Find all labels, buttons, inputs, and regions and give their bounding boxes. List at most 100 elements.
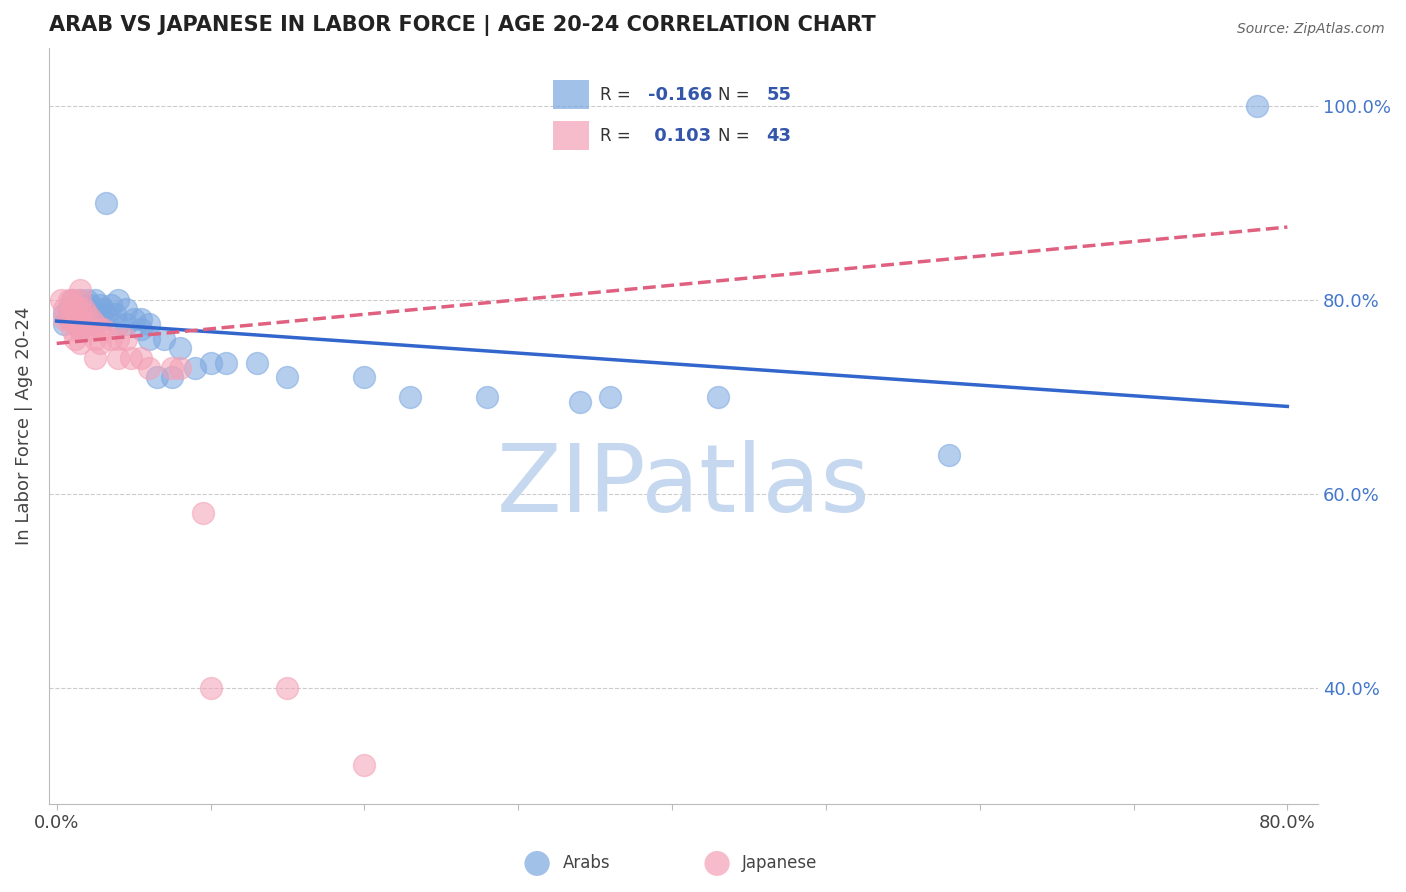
Y-axis label: In Labor Force | Age 20-24: In Labor Force | Age 20-24 (15, 307, 32, 545)
Text: Arabs: Arabs (562, 855, 610, 872)
Point (568, 394, 591, 409)
Text: Source: ZipAtlas.com: Source: ZipAtlas.com (1237, 22, 1385, 37)
Point (53, 317, 76, 331)
Point (69, 302, 91, 317)
Point (115, 317, 138, 331)
Point (53, 302, 76, 317)
Point (76, 293, 98, 307)
Point (53, 312, 76, 326)
Point (51, 293, 73, 307)
Point (276, 370, 298, 384)
Point (477, 390, 499, 404)
Point (89, 307, 111, 321)
Point (60, 293, 83, 307)
Point (73, 298, 96, 312)
Point (76, 307, 98, 321)
Point (84, 293, 107, 307)
Point (89, 322, 111, 336)
Text: N =: N = (718, 127, 749, 145)
Point (69, 312, 91, 326)
Point (69, 322, 91, 336)
Point (138, 332, 160, 346)
FancyBboxPatch shape (553, 80, 589, 109)
Point (184, 360, 207, 375)
Point (76, 310, 98, 325)
Point (138, 317, 160, 331)
Point (120, 351, 142, 365)
Point (122, 312, 145, 326)
Text: R =: R = (600, 86, 631, 103)
Point (129, 322, 152, 336)
Point (200, 356, 222, 370)
Point (63, 317, 86, 331)
Point (73, 317, 96, 331)
Point (60, 293, 83, 307)
Point (76, 322, 98, 336)
Point (104, 307, 127, 321)
Point (215, 356, 238, 370)
Point (115, 302, 138, 317)
Point (79, 317, 101, 331)
Point (84, 332, 107, 346)
Point (63, 332, 86, 346)
Point (63, 307, 86, 321)
Text: -0.166: -0.166 (648, 86, 713, 103)
Text: ZIPatlas: ZIPatlas (496, 441, 870, 533)
Point (58, 302, 80, 317)
Point (79, 307, 101, 321)
Point (60, 322, 83, 336)
Point (353, 758, 375, 772)
Text: 43: 43 (766, 127, 792, 145)
Point (89, 336, 111, 351)
Point (60, 302, 83, 317)
Point (138, 360, 160, 375)
Point (69, 302, 91, 317)
Point (69, 293, 91, 307)
Text: R =: R = (600, 127, 631, 145)
Point (91, 312, 114, 326)
Point (191, 506, 214, 520)
Point (129, 312, 152, 326)
Point (115, 332, 138, 346)
Text: Japanese: Japanese (742, 855, 818, 872)
Point (353, 370, 375, 384)
Text: ARAB VS JAPANESE IN LABOR FORCE | AGE 20-24 CORRELATION CHART: ARAB VS JAPANESE IN LABOR FORCE | AGE 20… (49, 15, 876, 36)
Point (399, 390, 422, 404)
Point (79, 312, 101, 326)
Point (107, 351, 129, 365)
Point (63, 307, 86, 321)
Point (53, 307, 76, 321)
Point (69, 312, 91, 326)
FancyBboxPatch shape (553, 121, 589, 150)
Point (91, 302, 114, 317)
Point (169, 341, 191, 355)
Point (84, 317, 107, 331)
Point (145, 370, 167, 384)
Point (169, 360, 191, 375)
Point (107, 317, 129, 331)
Point (76, 302, 98, 317)
Text: N =: N = (718, 86, 749, 103)
Point (246, 356, 269, 370)
Point (73, 317, 96, 331)
Point (84, 307, 107, 321)
Point (69, 293, 91, 307)
Point (94, 307, 117, 321)
Point (69, 283, 91, 297)
Point (100, 298, 122, 312)
Point (60, 312, 83, 326)
Text: 55: 55 (766, 86, 792, 103)
Point (160, 370, 183, 384)
Point (129, 351, 152, 365)
Point (91, 322, 114, 336)
Point (599, 390, 621, 404)
Point (79, 298, 101, 312)
Point (1246, 99, 1268, 113)
Point (200, 681, 222, 695)
Point (69, 322, 91, 336)
Point (60, 312, 83, 326)
Point (153, 332, 176, 346)
Point (73, 302, 96, 317)
Point (73, 307, 96, 321)
Point (94, 195, 117, 210)
